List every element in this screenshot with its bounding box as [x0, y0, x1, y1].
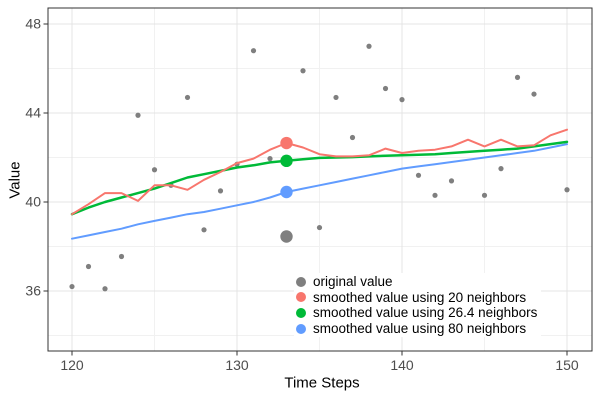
y-tick-label: 48 [25, 16, 41, 32]
scatter-point [217, 188, 224, 194]
scatter-point [333, 94, 339, 101]
scatter-point [250, 48, 257, 54]
scatter-point [448, 178, 455, 184]
legend-entry-original: original value [296, 274, 537, 290]
scatter-point [135, 112, 141, 118]
scatter-point [366, 43, 372, 49]
scatter-point [382, 85, 389, 92]
legend-label: smoothed value using 80 neighbors [313, 320, 527, 336]
scatter-point [514, 74, 521, 80]
legend-entry-smoothed-20: smoothed value using 20 neighbors [296, 290, 537, 306]
smoothed-line [71, 128, 568, 216]
legend-marker-smoothed-26-4 [296, 307, 306, 318]
scatter-point [184, 94, 191, 101]
legend-label: smoothed value using 26.4 neighbors [313, 305, 538, 321]
legend-marker-smoothed-80 [296, 323, 306, 334]
scatter-point [102, 286, 108, 292]
legend-entry-smoothed-80: smoothed value using 80 neighbors [296, 321, 537, 337]
scatter-point [399, 97, 405, 103]
y-tick-label: 40 [25, 194, 41, 210]
legend-marker-original [296, 276, 306, 287]
x-tick-label: 120 [60, 357, 84, 373]
scatter-point [267, 156, 273, 162]
x-axis-title: Time Steps [284, 374, 360, 392]
legend-marker-smoothed-20 [296, 292, 306, 303]
scatter-point [300, 68, 306, 74]
scatter-point [151, 167, 158, 173]
scatter-point [564, 187, 570, 193]
highlight-point [280, 136, 293, 150]
y-tick-label: 36 [25, 283, 41, 299]
panel-border [47, 7, 593, 352]
scatter-point [498, 166, 504, 172]
legend-entry-smoothed-26-4: smoothed value using 26.4 neighbors [296, 305, 537, 321]
smoothed-line [70, 140, 569, 216]
y-tick-label: 44 [25, 105, 41, 121]
scatter-point [349, 134, 356, 141]
y-axis-title: Value [6, 161, 24, 199]
scatter-point [316, 224, 323, 231]
legend-label: original value [313, 274, 393, 289]
legend: original value smoothed value using 20 n… [294, 273, 542, 338]
x-tick-label: 140 [390, 357, 414, 373]
scatter-point [481, 192, 488, 198]
scatter-point [85, 263, 92, 270]
highlight-point [280, 230, 293, 243]
highlight-point [280, 154, 293, 168]
scatter-point [432, 192, 438, 198]
smoothed-line [71, 143, 568, 240]
x-tick-label: 130 [225, 357, 249, 373]
scatter-point [415, 172, 422, 178]
legend-label: smoothed value using 20 neighbors [313, 289, 527, 305]
scatter-point [118, 253, 125, 260]
scatter-point [531, 91, 537, 97]
scatter-point [69, 283, 75, 290]
scatter-point [201, 227, 207, 233]
x-tick-label: 150 [555, 357, 579, 373]
highlight-point [280, 185, 293, 199]
